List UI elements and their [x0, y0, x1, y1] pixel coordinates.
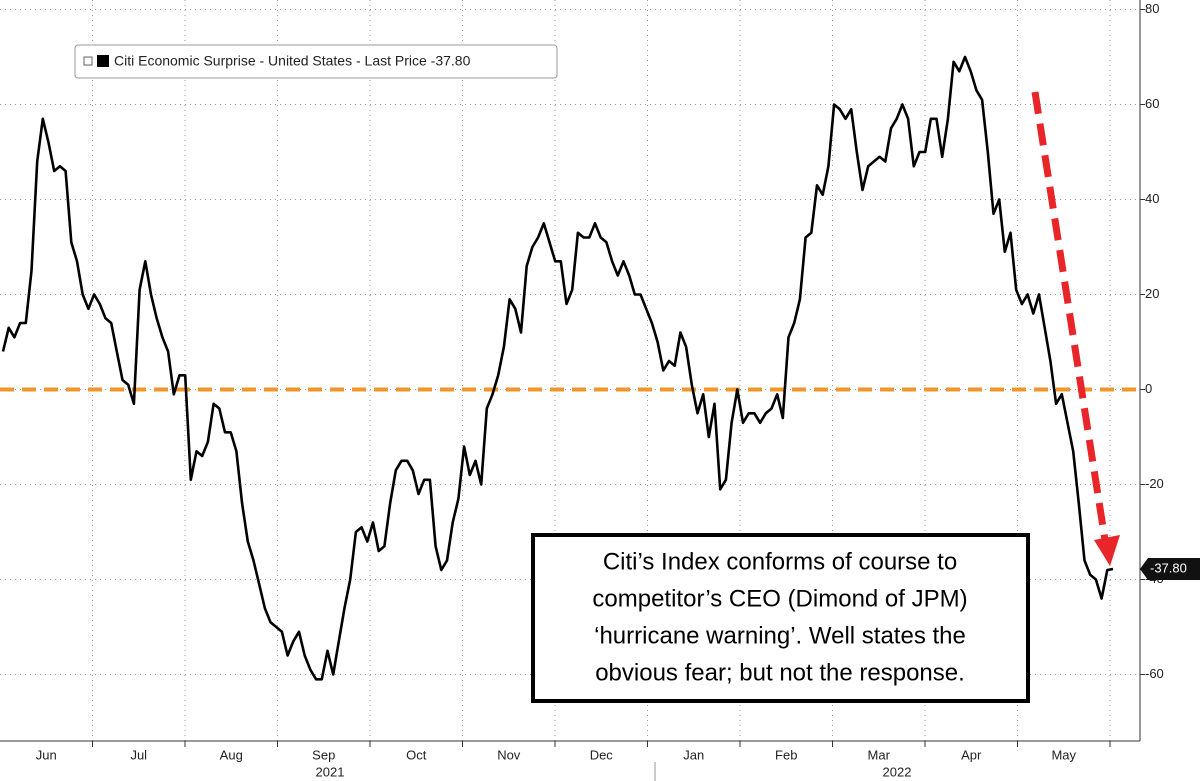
y-tick-label: -20	[1145, 476, 1164, 491]
annotation-text: ‘hurricane warning’. Well states the	[594, 622, 966, 649]
arrow-shaft	[1031, 91, 1109, 541]
data-line	[1, 55, 1114, 681]
x-tick-label: Sep	[312, 747, 335, 762]
last-price-label: -37.80	[1150, 560, 1187, 575]
y-tick-label: 60	[1145, 96, 1159, 111]
x-tick-label: Dec	[590, 747, 614, 762]
x-tick-label: Jan	[683, 747, 704, 762]
y-tick-label: -60	[1145, 666, 1164, 681]
x-tick-label: Jun	[36, 747, 57, 762]
legend-text: Citi Economic Surprise - United States -…	[114, 53, 471, 69]
legend-toggle	[83, 56, 93, 66]
x-tick-label: Jul	[130, 747, 147, 762]
annotation-text: competitor’s CEO (Dimond of JPM)	[592, 585, 967, 612]
arrow-head	[1094, 535, 1120, 566]
y-tick-label: 80	[1145, 1, 1159, 16]
y-tick-label: 0	[1145, 381, 1152, 396]
x-tick-label: Mar	[868, 747, 891, 762]
year-label: 2022	[883, 764, 912, 779]
last-price-tag	[1140, 558, 1200, 581]
year-label: 2021	[316, 764, 345, 779]
annotation-box	[531, 533, 1030, 703]
y-tick-label: 40	[1145, 191, 1159, 206]
legend-swatch	[97, 55, 109, 67]
x-tick-label: Feb	[775, 747, 797, 762]
x-tick-label: Aug	[220, 747, 243, 762]
legend-box	[74, 44, 558, 79]
annotation-text: Citi’s Index conforms of course to	[603, 548, 957, 575]
y-tick-label: 20	[1145, 286, 1159, 301]
x-tick-label: Oct	[406, 747, 427, 762]
annotation-text: obvious fear; but not the response.	[595, 659, 965, 686]
x-tick-label: Apr	[961, 747, 982, 762]
x-tick-label: Nov	[497, 747, 521, 762]
x-tick-label: May	[1051, 747, 1076, 762]
